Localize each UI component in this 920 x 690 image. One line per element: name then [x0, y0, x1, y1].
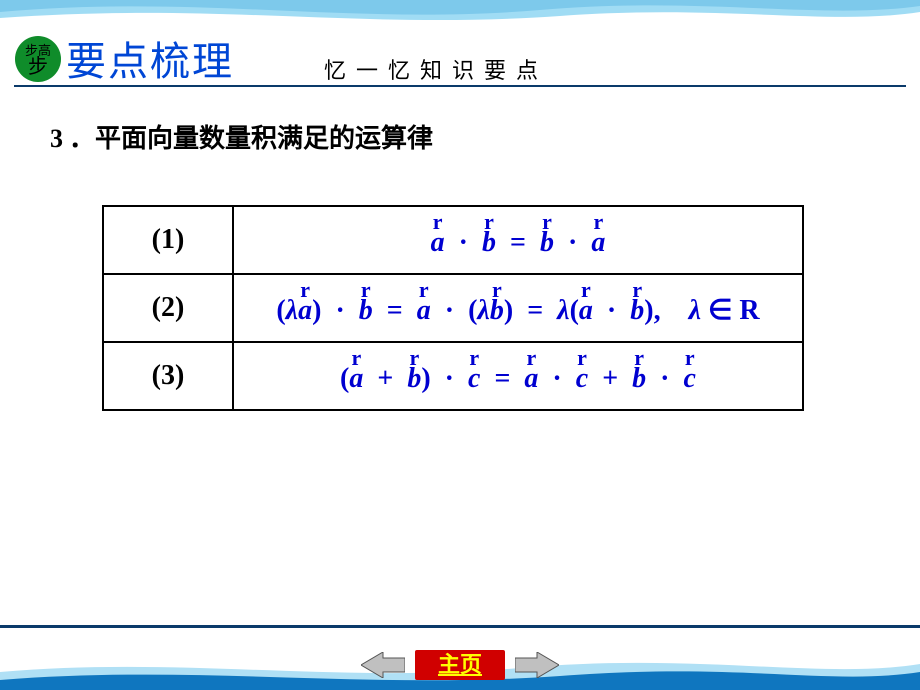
header-bar: 步高 步 要点梳理 忆一忆知识要点	[14, 25, 906, 87]
section-text: 平面向量数量积满足的运算律	[95, 123, 433, 153]
table-row: (1) a · b = b · a	[103, 206, 803, 274]
table-row: (3) (a + b) · c = a · c + b · c	[103, 342, 803, 410]
row-label-3: (3)	[103, 342, 233, 410]
page-title: 要点梳理	[66, 29, 234, 87]
row-label-2: (2)	[103, 274, 233, 342]
svg-text:步: 步	[28, 55, 48, 78]
section-heading: 3．平面向量数量积满足的运算律	[50, 118, 433, 155]
bottom-nav: 主页	[361, 650, 559, 680]
logo-icon: 步高 步	[14, 35, 62, 83]
formula-commutative: a · b = b · a	[233, 206, 803, 274]
table-row: (2) (λa) · b = a · (λb) = λ(a · b), λ ∈ …	[103, 274, 803, 342]
prev-arrow-icon[interactable]	[361, 652, 405, 678]
next-arrow-icon[interactable]	[515, 652, 559, 678]
home-button[interactable]: 主页	[415, 650, 505, 680]
laws-table: (1) a · b = b · a (2) (λa) · b = a · (λb…	[102, 205, 804, 411]
row-label-1: (1)	[103, 206, 233, 274]
bottom-rule	[0, 625, 920, 628]
section-sep: ．	[69, 123, 95, 153]
formula-scalar: (λa) · b = a · (λb) = λ(a · b), λ ∈ R	[233, 274, 803, 342]
formula-distributive: (a + b) · c = a · c + b · c	[233, 342, 803, 410]
section-number: 3	[50, 124, 63, 153]
page-subtitle: 忆一忆知识要点	[324, 53, 548, 85]
